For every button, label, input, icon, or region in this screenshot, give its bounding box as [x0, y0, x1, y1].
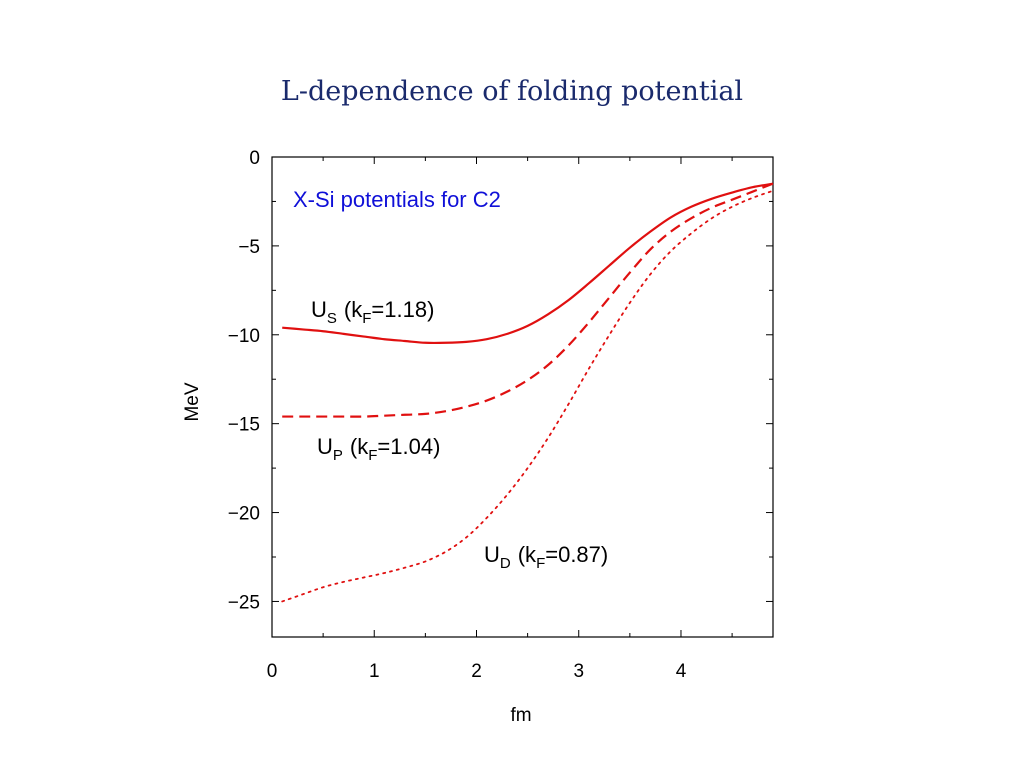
series-label-up-sub: P [333, 447, 343, 464]
series-line-u-p [282, 182, 774, 418]
series-line-u-d [281, 189, 774, 603]
series-label-us-kf: (k [344, 297, 363, 322]
series-label-up-kf-sub: F [368, 447, 377, 464]
series-label-ud-kf-sub: F [536, 555, 545, 572]
axes: 0 1 2 3 4 0 −5 −10 −15 −20 −25 [228, 148, 773, 682]
slide-title: L-dependence of folding potential [280, 76, 744, 107]
series-label-us-kf-sub: F [362, 310, 371, 327]
plot-area [271, 156, 774, 638]
series-label-ud-main: U [484, 542, 500, 567]
series-label-up-kf-value: =1.04) [377, 434, 440, 459]
x-tick-label: 0 [267, 661, 278, 682]
series-line-u-s [282, 182, 774, 345]
x-tick-label: 3 [573, 661, 584, 682]
y-tick-label: −5 [238, 237, 260, 258]
series-label-up-main: U [317, 434, 333, 459]
series-label-us: US (kF=1.18) [311, 297, 434, 327]
series-label-ud-kf: (k [518, 542, 537, 567]
series-label-ud-kf-value: =0.87) [545, 542, 608, 567]
series-label-up: UP (kF=1.04) [317, 434, 440, 464]
series-label-up-kf: (k [350, 434, 369, 459]
curves [281, 182, 774, 603]
series-label-ud-sub: D [500, 555, 511, 572]
y-tick-label: −15 [228, 415, 260, 436]
y-tick-label: −20 [228, 504, 260, 525]
x-tick-label: 4 [676, 661, 687, 682]
chart-title: X-Si potentials for C2 [293, 187, 501, 212]
y-tick-label: −25 [228, 592, 260, 613]
x-tick-label: 2 [471, 661, 482, 682]
plot-frame [271, 156, 774, 638]
series-label-us-sub: S [327, 310, 337, 327]
y-tick-label: −10 [228, 326, 260, 347]
series-label-ud: UD (kF=0.87) [484, 542, 608, 572]
x-axis-label: fm [510, 705, 531, 726]
y-axis-label: MeV [182, 382, 203, 421]
y-tick-label: 0 [249, 148, 260, 169]
series-label-us-main: U [311, 297, 327, 322]
x-tick-label: 1 [369, 661, 380, 682]
series-label-us-kf-value: =1.18) [371, 297, 434, 322]
